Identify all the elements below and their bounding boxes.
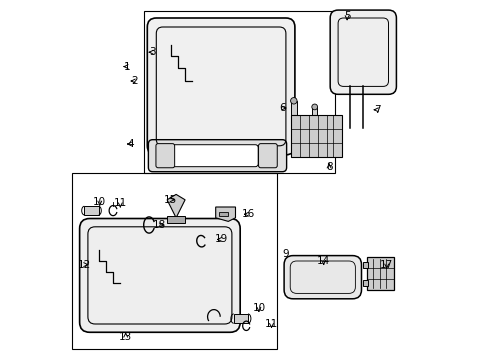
- FancyBboxPatch shape: [258, 144, 277, 168]
- Bar: [84, 206, 99, 215]
- Polygon shape: [167, 194, 185, 218]
- Polygon shape: [215, 207, 235, 221]
- Text: 18: 18: [153, 220, 166, 230]
- Bar: [291, 115, 341, 157]
- FancyBboxPatch shape: [147, 18, 294, 155]
- Bar: [290, 101, 296, 119]
- Text: 5: 5: [343, 11, 350, 21]
- Text: 11: 11: [264, 319, 278, 329]
- Bar: [363, 280, 367, 286]
- Text: 14: 14: [316, 256, 330, 266]
- Text: 12: 12: [78, 260, 91, 270]
- FancyBboxPatch shape: [156, 144, 174, 168]
- Bar: [366, 257, 393, 290]
- Text: 2: 2: [131, 76, 138, 86]
- Bar: [311, 107, 317, 124]
- Text: 17: 17: [379, 260, 392, 270]
- Text: 3: 3: [149, 47, 156, 57]
- FancyBboxPatch shape: [80, 219, 240, 332]
- Text: 1: 1: [124, 62, 131, 72]
- Bar: [143, 11, 334, 173]
- Text: 16: 16: [241, 209, 254, 219]
- Text: 10: 10: [93, 197, 106, 207]
- Text: 10: 10: [252, 303, 265, 313]
- FancyBboxPatch shape: [169, 145, 258, 167]
- Text: 19: 19: [214, 234, 227, 244]
- Text: 4: 4: [127, 139, 134, 149]
- Bar: [219, 212, 228, 216]
- Text: 9: 9: [282, 249, 288, 259]
- Text: 7: 7: [374, 105, 380, 115]
- FancyBboxPatch shape: [148, 140, 286, 172]
- Bar: [72, 173, 276, 349]
- Circle shape: [311, 104, 317, 110]
- Text: 15: 15: [164, 195, 177, 205]
- Bar: [233, 314, 247, 323]
- Bar: [167, 216, 185, 223]
- FancyBboxPatch shape: [329, 10, 396, 94]
- Bar: [363, 262, 367, 268]
- FancyBboxPatch shape: [284, 256, 361, 299]
- Text: 8: 8: [325, 162, 332, 172]
- Circle shape: [290, 98, 296, 104]
- Text: 13: 13: [119, 332, 132, 342]
- Text: 6: 6: [279, 103, 285, 113]
- Text: 11: 11: [113, 198, 127, 208]
